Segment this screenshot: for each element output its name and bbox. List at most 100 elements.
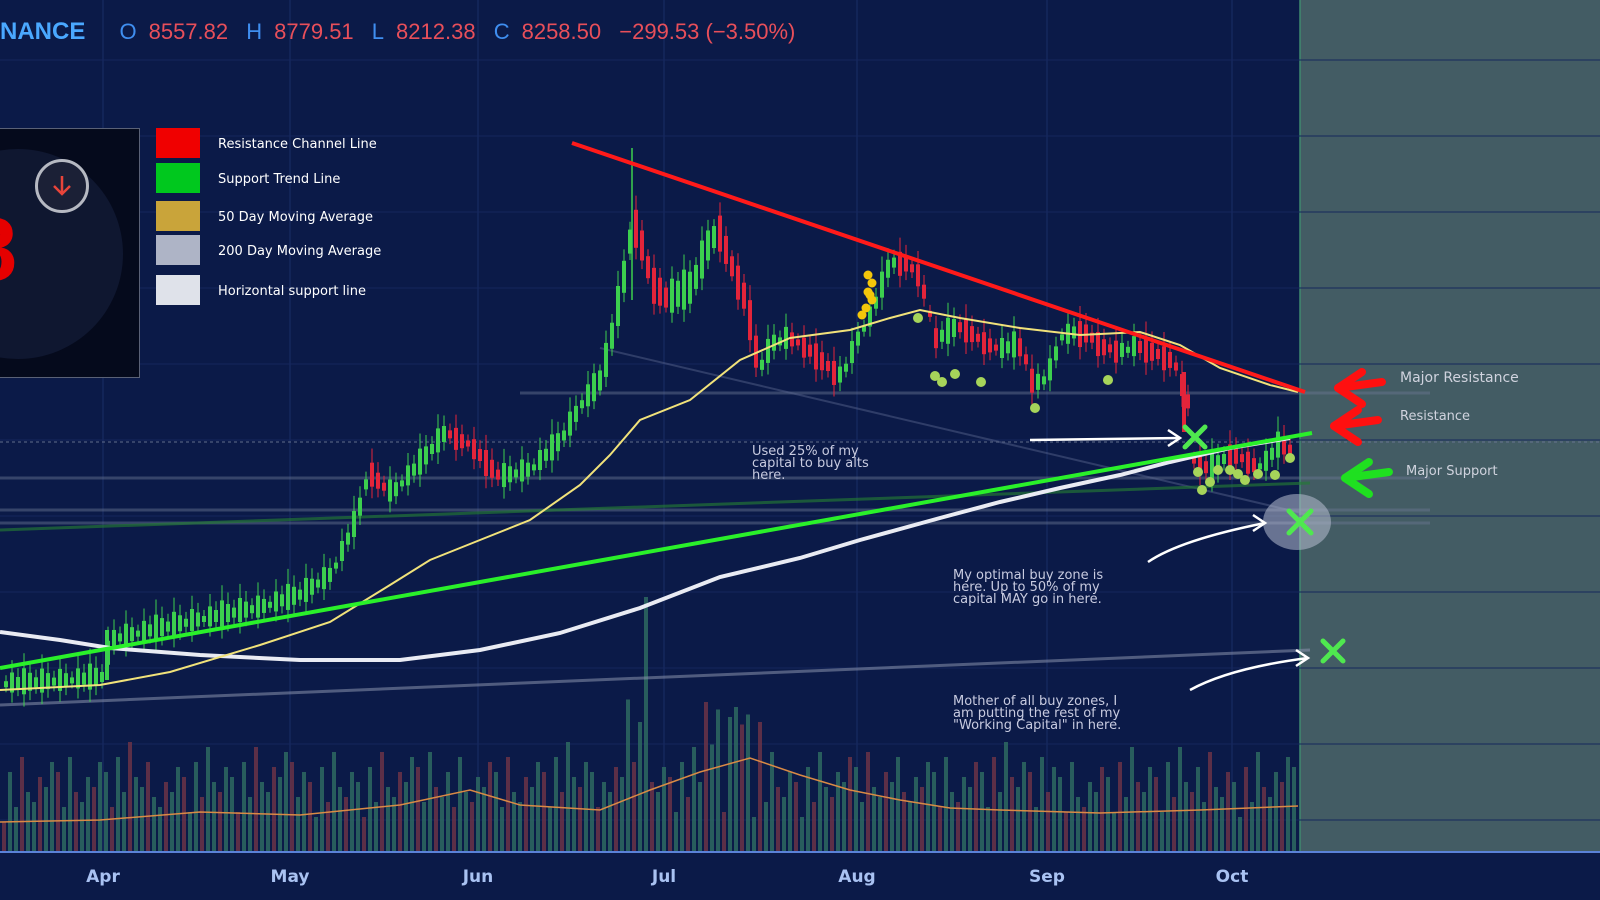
candle [46, 673, 50, 690]
month-label-aug: Aug [838, 867, 876, 887]
volume-bar [578, 787, 582, 852]
candle [580, 400, 584, 409]
candle [460, 434, 464, 449]
volume-bar [188, 812, 192, 852]
candle [994, 344, 998, 351]
candle [952, 319, 956, 337]
volume-bar [710, 744, 714, 852]
volume-bar [728, 717, 732, 852]
candle [688, 271, 692, 304]
candle [1084, 324, 1088, 343]
candle [862, 325, 866, 332]
volume-bar [302, 772, 306, 852]
candle [532, 464, 536, 471]
legend-swatch [156, 163, 200, 193]
signal-dot [861, 303, 871, 313]
volume-bar [38, 777, 42, 852]
candle [316, 579, 320, 588]
resistance-channel-line [571, 141, 1306, 394]
candle [208, 606, 212, 627]
candle [604, 342, 608, 377]
volume-bar [998, 792, 1002, 852]
volume-bar [1172, 797, 1176, 852]
signal-dot [1240, 475, 1250, 485]
volume-bar [248, 797, 252, 852]
annotation-arrow [1029, 436, 1181, 442]
volume-bar [590, 772, 594, 852]
volume-bar [626, 699, 630, 852]
volume-bar [548, 807, 552, 852]
candle [796, 339, 800, 346]
candle [34, 677, 38, 688]
volume-bar [212, 782, 216, 852]
candle [1282, 436, 1286, 455]
volume-bar [518, 802, 522, 852]
candle [406, 465, 410, 486]
candle [1012, 331, 1016, 358]
volume-bar [632, 762, 636, 852]
volume-bar [530, 787, 534, 852]
volume-bar [860, 802, 864, 852]
volume-bar [128, 742, 132, 852]
candle [712, 226, 716, 249]
volume-bar [176, 767, 180, 852]
volume-bar [1250, 802, 1254, 852]
candle [364, 479, 368, 490]
volume-bar [806, 767, 810, 852]
candle [664, 287, 668, 308]
candle [1258, 463, 1262, 470]
volume-bar [440, 797, 444, 852]
volume-bar [914, 777, 918, 852]
volume-bar [950, 792, 954, 852]
signal-dot [1193, 467, 1203, 477]
candle [970, 326, 974, 343]
buy-marker-x [1182, 424, 1208, 450]
volume-bar [386, 787, 390, 852]
volume-bar [1100, 767, 1104, 852]
volume-bar [1244, 767, 1248, 852]
candle [1072, 326, 1076, 339]
volume-bar [1076, 797, 1080, 852]
volume-bar [458, 757, 462, 852]
month-label-apr: Apr [86, 867, 120, 887]
candle [1108, 344, 1112, 353]
volume-bar [452, 807, 456, 852]
candle [1198, 455, 1202, 475]
candle [538, 450, 542, 470]
candle [724, 235, 728, 264]
candle [220, 600, 224, 627]
candle [1138, 340, 1142, 353]
candle [760, 359, 764, 370]
down-arrow-icon[interactable] [35, 159, 89, 213]
candle [856, 331, 860, 346]
volume-bar [1088, 782, 1092, 852]
volume-bar [1106, 777, 1110, 852]
candle [940, 329, 944, 342]
candle [928, 310, 932, 317]
candle [154, 614, 158, 641]
candle [1222, 454, 1226, 464]
candle [148, 624, 152, 637]
candle [550, 434, 554, 461]
volume-bar [812, 802, 816, 852]
candle [988, 338, 992, 353]
volume-bar [1040, 757, 1044, 852]
volume-bar [764, 802, 768, 852]
candle [922, 284, 926, 299]
legend-swatch [156, 235, 200, 265]
volume-bar [992, 757, 996, 852]
candle [814, 343, 818, 370]
volume-bar [644, 597, 648, 852]
volume-bar [464, 792, 468, 852]
volume-bar [656, 792, 660, 852]
candle [514, 469, 518, 478]
volume-bar [20, 757, 24, 852]
signal-dot [1285, 453, 1295, 463]
volume-bar [788, 772, 792, 852]
candle [1264, 450, 1268, 471]
volume-bar [332, 752, 336, 852]
volume-bar [1052, 767, 1056, 852]
volume-bar [422, 802, 426, 852]
candle [652, 267, 656, 304]
candle [1234, 447, 1238, 464]
